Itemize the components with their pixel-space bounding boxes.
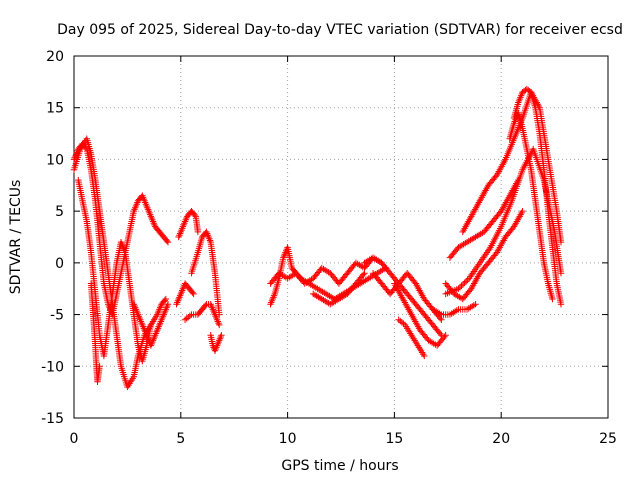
series-track-h <box>188 228 223 318</box>
data-point <box>472 301 479 308</box>
series-track-k <box>267 244 304 308</box>
data-point <box>441 333 448 340</box>
data-point <box>400 320 407 327</box>
data-point <box>557 301 565 308</box>
data-point <box>557 238 565 246</box>
data-point <box>163 237 171 245</box>
data-point <box>509 224 516 232</box>
data-point <box>464 276 471 284</box>
data-point <box>186 312 194 320</box>
axes: 0 5 10 15 20 25 -15 -10 -5 0 5 10 15 20 <box>41 49 617 447</box>
x-tick-label: 5 <box>176 431 185 447</box>
chart-title: Day 095 of 2025, Sidereal Day-to-day VTE… <box>57 22 623 38</box>
x-tick-label: 10 <box>279 431 297 447</box>
data-point <box>458 282 465 289</box>
data-point <box>194 228 202 236</box>
data-point <box>190 290 197 298</box>
series-track-n <box>310 270 368 308</box>
data-point <box>557 270 565 277</box>
data-point <box>82 144 89 151</box>
data-point <box>164 238 172 246</box>
series-track-r <box>395 316 428 360</box>
data-point <box>461 279 468 287</box>
series-track-q <box>391 280 449 349</box>
data-point <box>191 211 198 219</box>
data-point <box>496 209 504 216</box>
y-tick-label: -10 <box>41 359 64 375</box>
data-point <box>147 321 155 329</box>
y-tick-label: 15 <box>46 101 64 117</box>
data-point <box>442 332 449 339</box>
data-point <box>164 301 172 308</box>
data-point <box>185 313 192 321</box>
y-tick-label: 0 <box>55 256 64 272</box>
data-point <box>519 207 526 215</box>
data-points <box>70 85 565 391</box>
data-point <box>397 317 404 325</box>
y-tick-label: -15 <box>41 411 64 427</box>
y-tick-label: 20 <box>46 49 64 65</box>
data-point <box>183 315 190 322</box>
series-track-j <box>207 332 225 354</box>
data-point <box>459 281 467 288</box>
series-track-f <box>173 280 197 308</box>
data-point <box>216 321 223 329</box>
data-point <box>202 302 209 309</box>
data-point <box>360 271 367 278</box>
series-track-b <box>70 140 172 318</box>
y-tick-label: 5 <box>55 204 64 220</box>
series-track-w <box>459 89 565 246</box>
series-track-e <box>130 301 172 349</box>
plot-frame <box>73 55 609 419</box>
series-track-x <box>510 85 565 308</box>
data-point <box>189 289 196 296</box>
y-axis-label: SDTVAR / TECUs <box>8 180 24 295</box>
series-track-y <box>506 109 556 303</box>
series-track-c <box>75 176 155 365</box>
series-track-p <box>369 270 445 323</box>
data-point <box>455 285 462 292</box>
series-track-s <box>429 301 479 318</box>
data-point <box>181 316 189 323</box>
data-point <box>549 295 556 303</box>
x-axis-label: GPS time / hours <box>281 458 398 474</box>
data-point <box>456 284 464 291</box>
data-point <box>466 286 474 294</box>
data-point <box>492 250 499 258</box>
data-point <box>96 363 103 370</box>
data-point <box>421 352 428 360</box>
data-point <box>161 297 168 304</box>
x-tick-label: 15 <box>385 431 403 447</box>
data-point <box>462 278 470 285</box>
series-track-i <box>181 301 223 329</box>
data-point <box>436 330 444 337</box>
data-point <box>162 295 170 303</box>
y-tick-label: 10 <box>46 152 64 168</box>
data-point <box>492 173 499 180</box>
series-track-g <box>175 207 202 241</box>
grid-lines <box>74 56 608 418</box>
series-track-d <box>87 280 103 385</box>
data-point <box>361 270 368 277</box>
data-point <box>398 319 406 326</box>
x-tick-label: 20 <box>492 431 510 447</box>
data-point <box>218 332 225 339</box>
x-tick-label: 25 <box>599 431 617 447</box>
data-point <box>411 278 418 286</box>
x-tick-label: 0 <box>70 431 79 447</box>
series-track-o <box>361 254 445 339</box>
data-point <box>395 316 402 323</box>
y-tick-label: -5 <box>50 308 64 324</box>
